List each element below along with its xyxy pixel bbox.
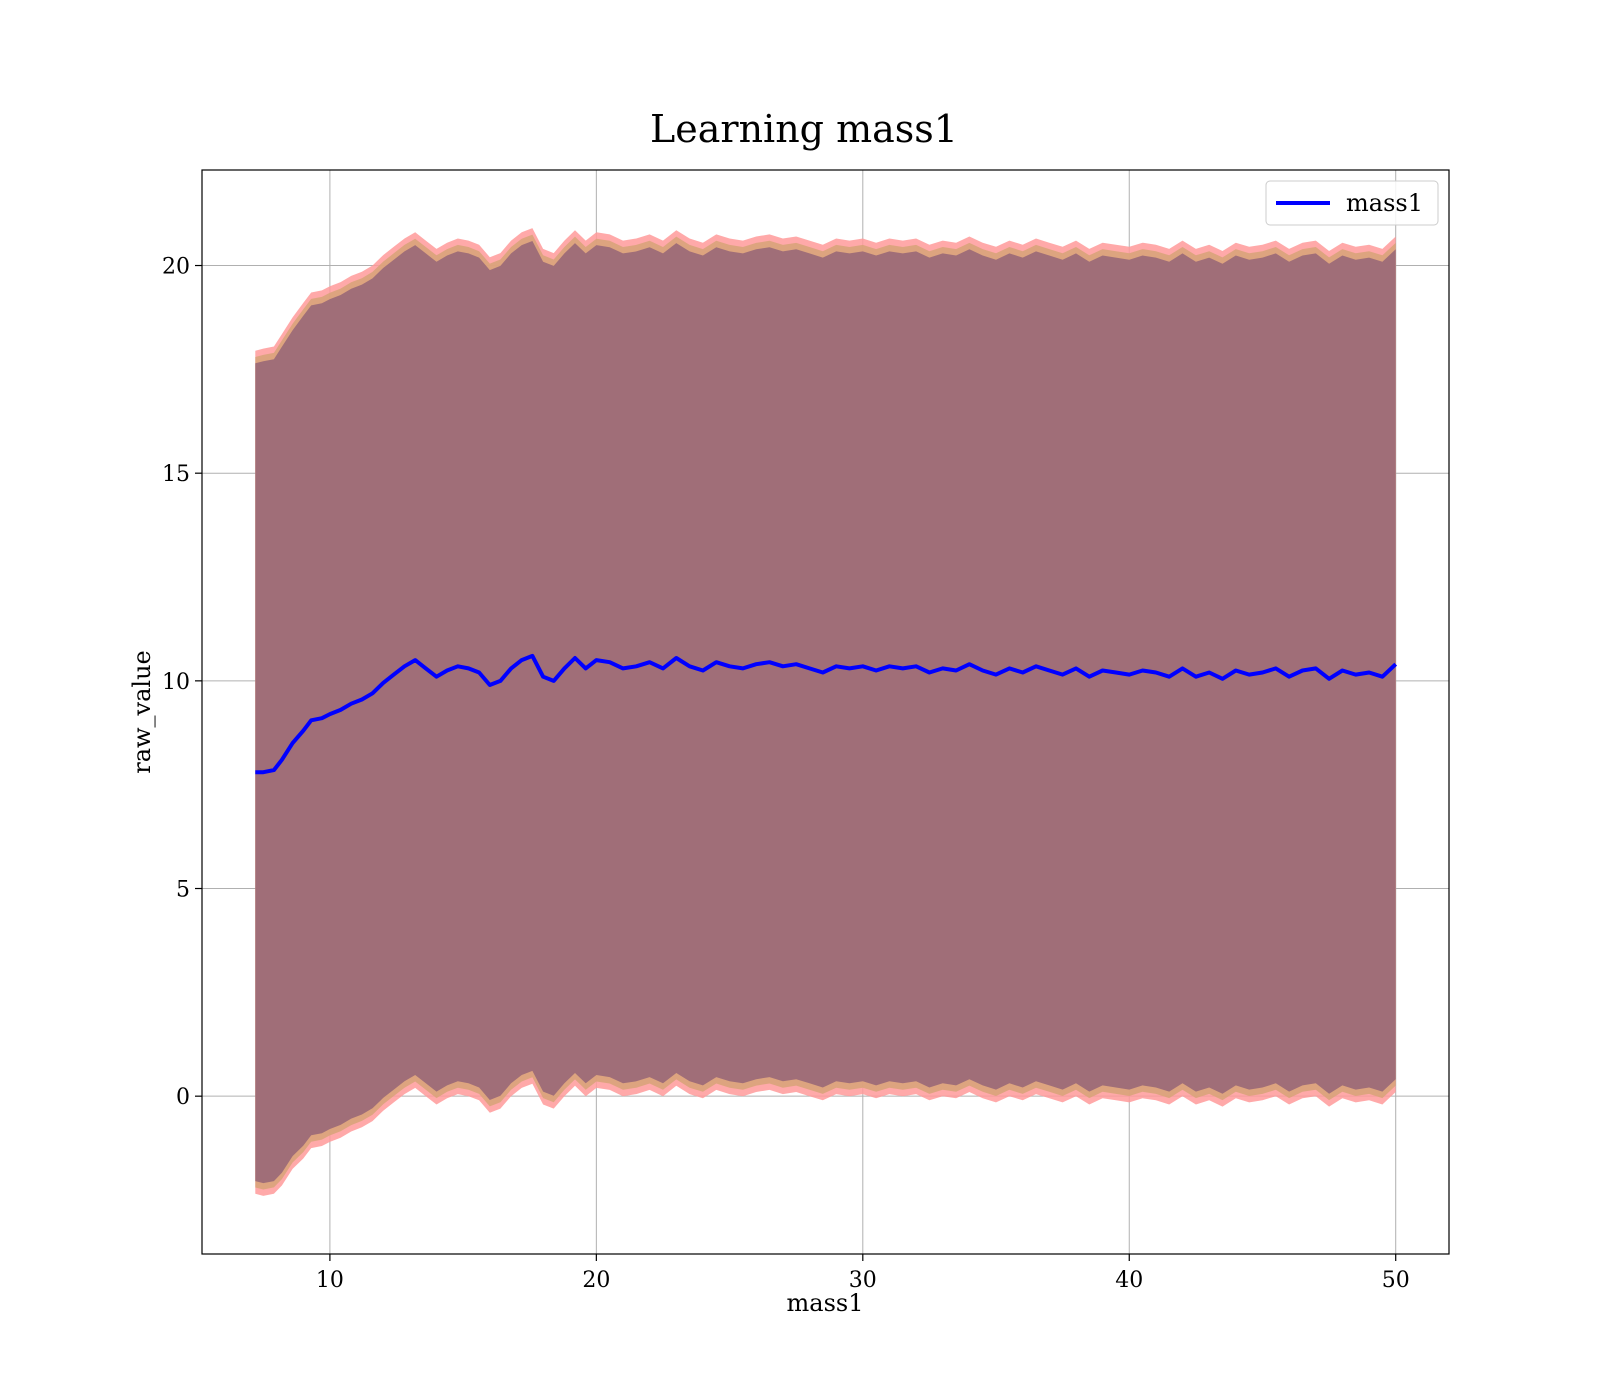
plot-frame [201, 169, 1450, 1255]
x-axis: 10 20 30 40 50 [316, 1254, 1410, 1293]
legend-entry-label: mass1 [1346, 189, 1423, 217]
y-tick-label: 20 [162, 255, 190, 280]
legend-box [1265, 180, 1439, 226]
y-tick-label: 15 [162, 462, 190, 487]
series-lines [255, 653, 1398, 775]
x-tick-label: 40 [1115, 1268, 1143, 1293]
x-tick-label: 10 [316, 1268, 344, 1293]
band-inner [255, 241, 1396, 1184]
x-tick-label: 30 [849, 1268, 877, 1293]
confidence-bands [255, 228, 1396, 1196]
x-tick-label: 50 [1382, 1268, 1410, 1293]
mean-line-mass1 [255, 653, 1398, 775]
y-tick-label: 5 [176, 878, 190, 903]
y-tick-label: 10 [162, 670, 190, 695]
y-axis-label: raw_value [128, 650, 156, 774]
y-axis: 0 5 10 15 20 [162, 255, 202, 1110]
x-tick-label: 20 [582, 1268, 610, 1293]
chart-title: Learning mass1 [650, 107, 958, 151]
x-axis-label: mass1 [787, 1289, 864, 1317]
legend: mass1 [1265, 180, 1439, 226]
y-tick-label: 0 [176, 1085, 190, 1110]
